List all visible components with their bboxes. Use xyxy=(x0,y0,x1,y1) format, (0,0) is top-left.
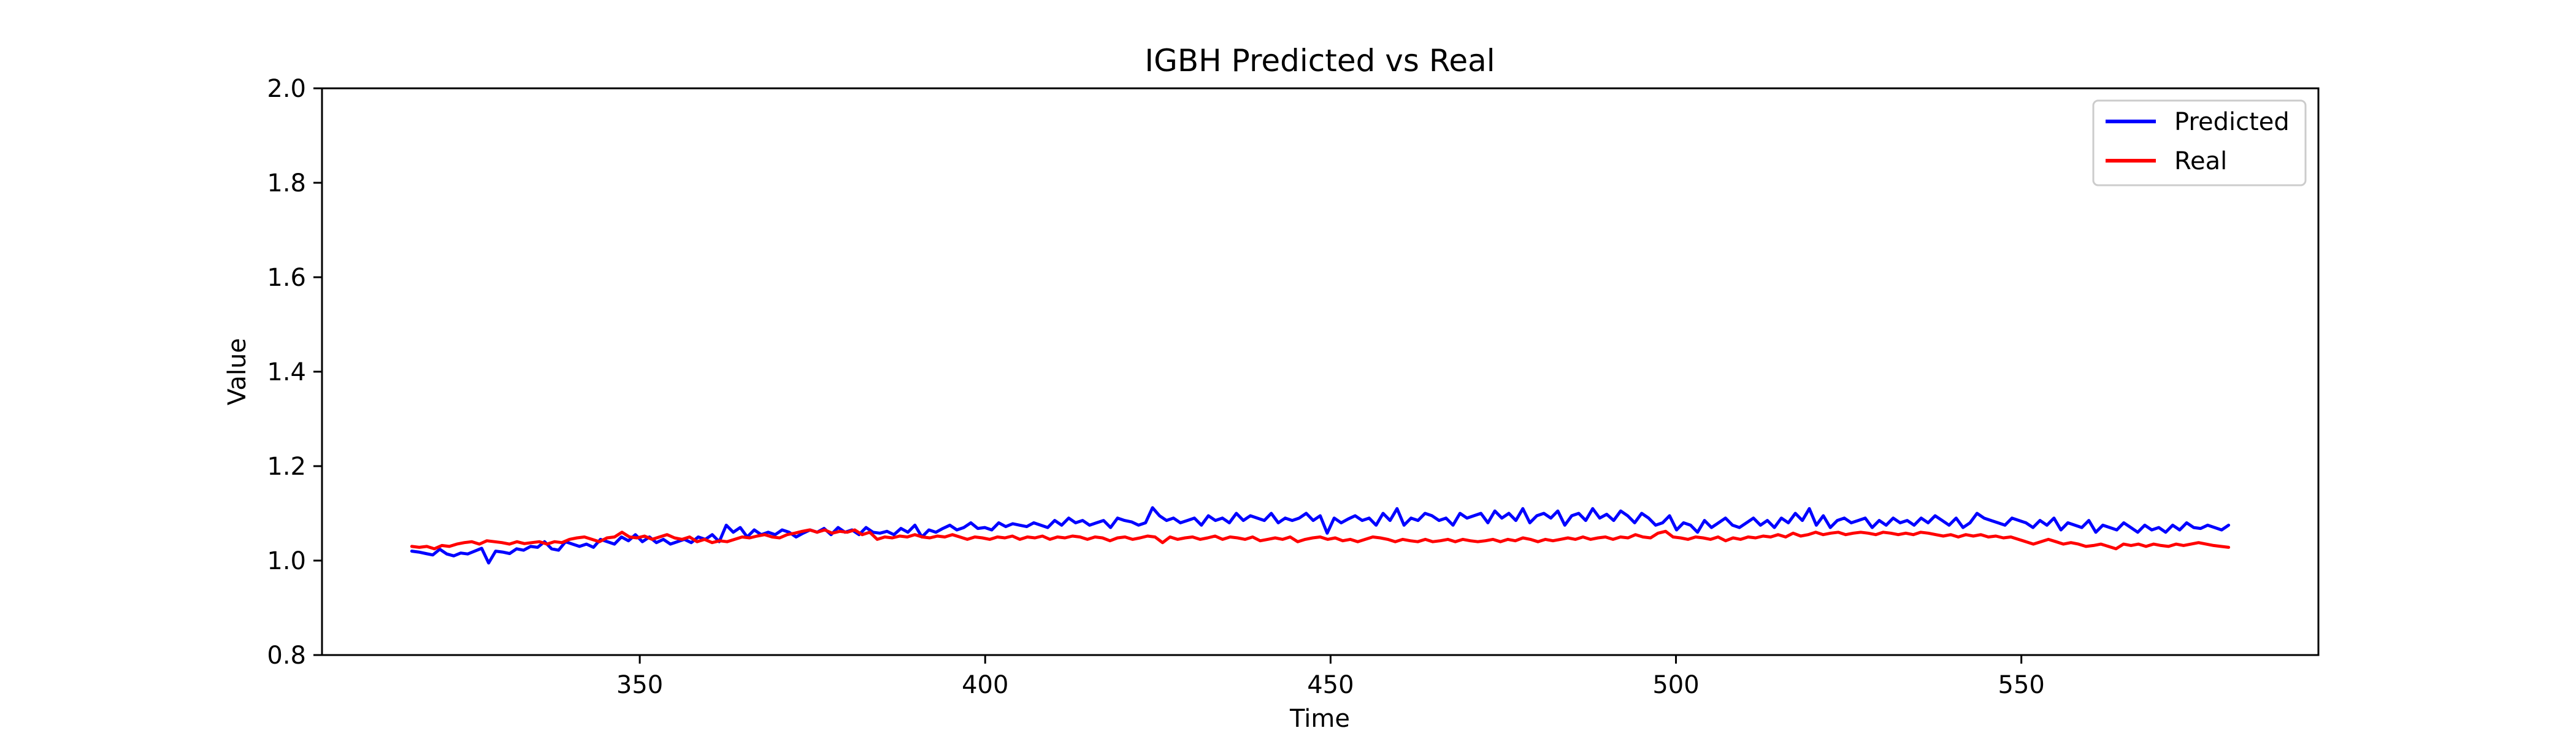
series-line-predicted xyxy=(410,506,2231,565)
chart-title: IGBH Predicted vs Real xyxy=(1144,43,1495,79)
y-tick-label: 1.6 xyxy=(267,264,306,292)
series-lines xyxy=(410,506,2231,565)
y-axis-label: Value xyxy=(223,338,251,405)
x-axis: 350 400 450 500 550 xyxy=(616,655,2045,699)
x-axis-label: Time xyxy=(1289,705,1350,733)
x-tick-label: 550 xyxy=(1998,671,2045,699)
y-tick-label: 1.4 xyxy=(267,358,306,386)
x-tick-label: 500 xyxy=(1652,671,1699,699)
y-tick-label: 1.8 xyxy=(267,169,306,197)
legend: Predicted Real xyxy=(2092,99,2307,186)
y-tick-label: 1.2 xyxy=(267,453,306,481)
legend-label-real: Real xyxy=(2174,147,2227,175)
y-tick-label: 1.0 xyxy=(267,547,306,575)
x-tick-label: 350 xyxy=(616,671,663,699)
x-tick-label: 400 xyxy=(962,671,1008,699)
y-axis: 0.8 1.0 1.2 1.4 1.6 1.8 2.0 xyxy=(267,75,322,670)
plot-area-frame xyxy=(321,87,2320,656)
x-tick-label: 450 xyxy=(1307,671,1354,699)
series-line-real xyxy=(410,528,2231,551)
y-tick-label: 2.0 xyxy=(267,75,306,103)
y-tick-label: 0.8 xyxy=(267,642,306,670)
legend-label-predicted: Predicted xyxy=(2174,108,2290,136)
